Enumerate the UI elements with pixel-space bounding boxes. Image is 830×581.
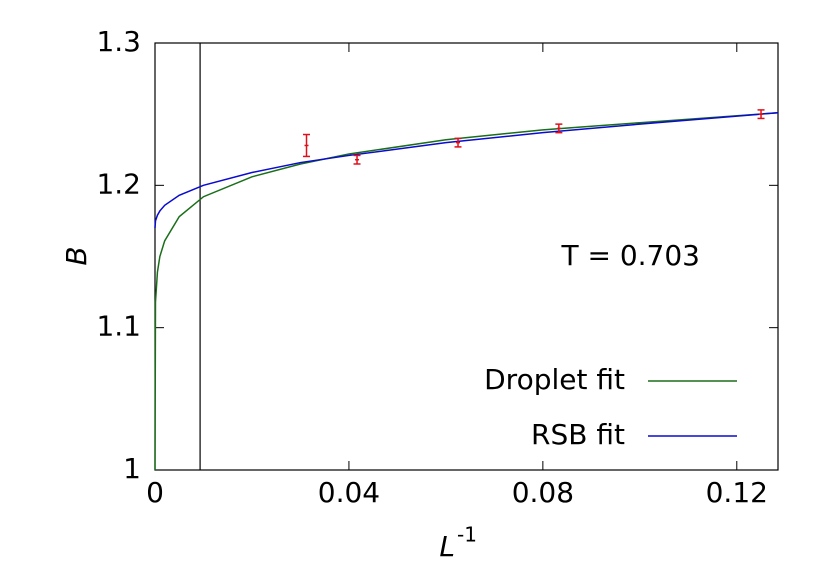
error-bar [757,109,765,120]
error-bar [555,123,563,134]
y-tick-label: 1.2 [96,167,141,200]
fit-line [154,111,779,229]
y-tick-label: 1.1 [96,310,141,343]
legend-label: Droplet fit [484,363,625,396]
error-bar [303,133,311,158]
error-bar [454,137,462,148]
x-axis-label: L [439,530,455,563]
x-tick-label: 0.08 [512,476,574,509]
fit-line [154,111,779,471]
x-tick-label: 0.12 [706,476,768,509]
error-bar [353,154,361,165]
y-tick-label: 1.3 [96,25,141,58]
x-tick-label: 0.04 [318,476,380,509]
y-tick-label: 1 [123,452,141,485]
legend-label: RSB fit [531,418,625,451]
x-axis-label-superscript: -1 [457,523,477,547]
x-tick-label: 0 [146,476,164,509]
annotation: T = 0.703 [560,239,700,272]
y-axis-label: B [60,246,93,265]
plot-frame [154,42,779,471]
